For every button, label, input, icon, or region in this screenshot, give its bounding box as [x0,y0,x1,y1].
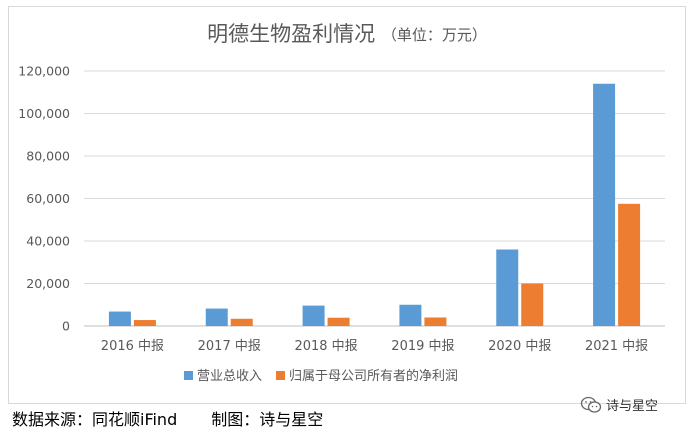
x-tick-label: 2017 中报 [198,339,261,354]
bar-revenue [496,249,519,326]
gridlines [84,70,665,327]
chart-container: 明德生物盈利情况 （单位：万元） 0 20,000 40,000 60,000 80,0… [8,6,686,404]
bar-net-profit [521,283,544,326]
y-tick-label: 0 [62,319,70,334]
credit-label: 制图：诗与星空 [211,410,324,429]
y-tick-label: 60,000 [26,191,70,206]
bar-net-profit [618,203,641,326]
legend: 营业总收入 归属于母公司所有者的净利润 [184,368,458,384]
y-tick-label: 20,000 [26,276,70,291]
chart-title-main: 明德生物盈利情况 [207,22,375,46]
bars [108,83,641,326]
bar-revenue [108,311,131,326]
x-tick-label: 2019 中报 [391,339,454,354]
x-tick-label: 2016 中报 [101,339,164,354]
watermark: 诗与星空 [580,395,658,414]
footer-source: 数据来源：同花顺iFind 制图：诗与星空 [12,406,323,430]
bar-chart: 明德生物盈利情况 （单位：万元） 0 20,000 40,000 60,000 80,0… [18,22,665,384]
bar-revenue [302,305,325,326]
chart-title-unit: （单位：万元） [382,26,487,44]
x-tick-label: 2020 中报 [488,339,551,354]
legend-swatch-revenue [184,371,193,380]
x-tick-label: 2018 中报 [294,339,357,354]
y-tick-label: 100,000 [18,106,70,121]
source-label: 数据来源：同花顺iFind [12,410,178,429]
y-tick-label: 80,000 [26,149,70,164]
wechat-icon [580,396,602,413]
y-tick-label: 40,000 [26,234,70,249]
watermark-text: 诗与星空 [606,399,659,414]
legend-label-net-profit: 归属于母公司所有者的净利润 [289,368,458,384]
bar-net-profit [133,320,156,326]
chart-title: 明德生物盈利情况 （单位：万元） [207,22,487,46]
bar-revenue [205,308,228,326]
y-tick-label: 120,000 [18,64,70,79]
legend-swatch-net-profit [276,371,285,380]
bar-net-profit [230,318,253,326]
bar-revenue [593,83,616,326]
bar-net-profit [327,317,350,326]
y-axis: 0 20,000 40,000 60,000 80,000 100,000 120,000 [18,64,70,334]
bar-revenue [399,304,422,326]
x-axis: 2016 中报 2017 中报 2018 中报 2019 中报 2020 中报 2021 … [101,339,648,354]
bar-net-profit [424,317,447,326]
legend-label-revenue: 营业总收入 [197,369,262,384]
x-tick-label: 2021 中报 [585,339,648,354]
